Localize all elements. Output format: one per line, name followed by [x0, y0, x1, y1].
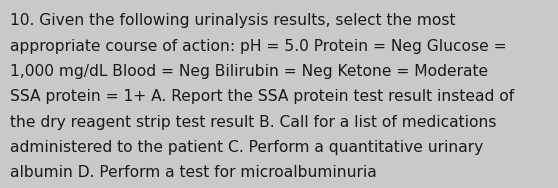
Text: albumin D. Perform a test for microalbuminuria: albumin D. Perform a test for microalbum… — [10, 165, 377, 180]
Text: 1,000 mg/dL Blood = Neg Bilirubin = Neg Ketone = Moderate: 1,000 mg/dL Blood = Neg Bilirubin = Neg … — [10, 64, 488, 79]
Text: appropriate course of action: pH = 5.0 Protein = Neg Glucose =: appropriate course of action: pH = 5.0 P… — [10, 39, 507, 54]
Text: the dry reagent strip test result B. Call for a list of medications: the dry reagent strip test result B. Cal… — [10, 115, 497, 130]
Text: 10. Given the following urinalysis results, select the most: 10. Given the following urinalysis resul… — [10, 13, 455, 28]
Text: SSA protein = 1+ A. Report the SSA protein test result instead of: SSA protein = 1+ A. Report the SSA prote… — [10, 89, 514, 104]
Text: administered to the patient C. Perform a quantitative urinary: administered to the patient C. Perform a… — [10, 140, 483, 155]
